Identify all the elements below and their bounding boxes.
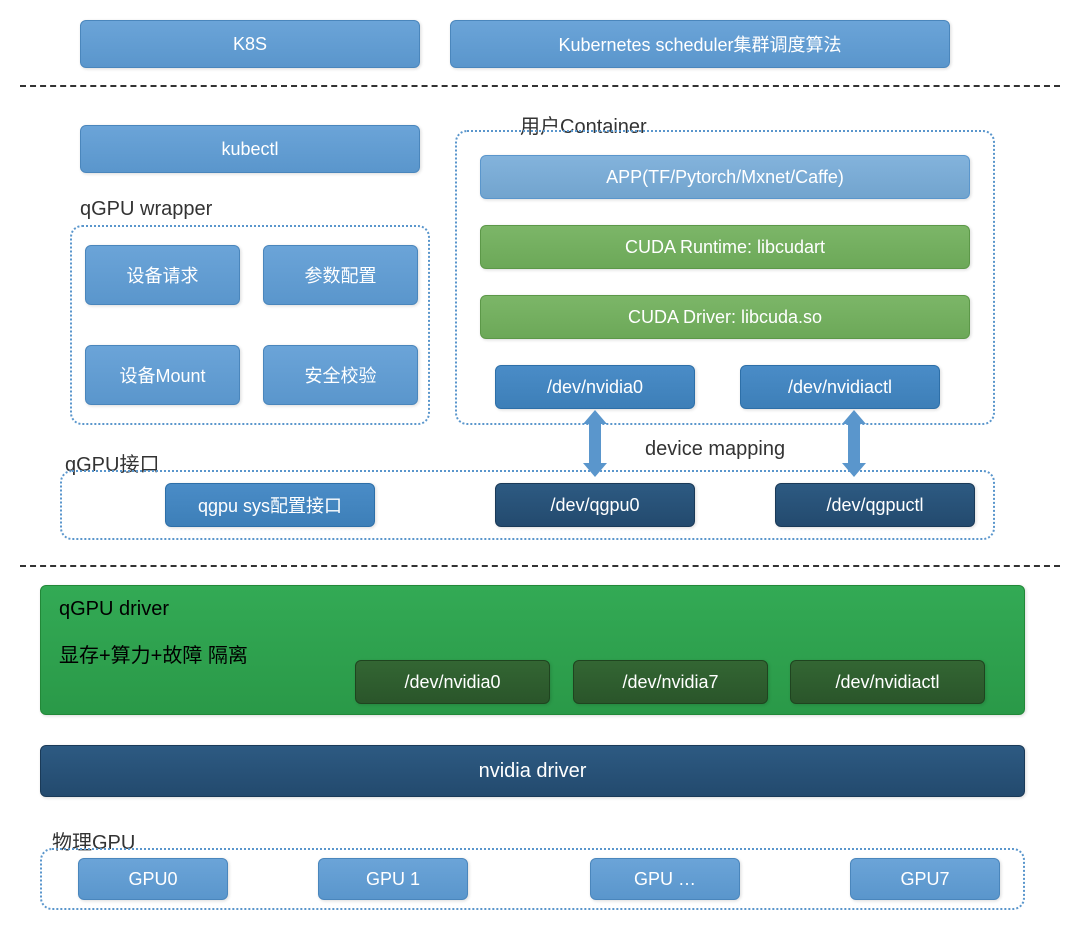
gpu-2: GPU … [590,858,740,900]
cuda-runtime-box: CUDA Runtime: libcudart [480,225,970,269]
arrow-2 [848,420,860,467]
nvidia-driver-label: nvidia driver [479,760,587,783]
k8s-box: K8S [80,20,420,68]
gpu-0: GPU0 [78,858,228,900]
gpu-3: GPU7 [850,858,1000,900]
dev-qgpuctl-label: /dev/qgpuctl [826,495,923,516]
wrapper-box-0: 设备请求 [85,245,240,305]
arrow-1 [589,420,601,467]
gpu-3-label: GPU7 [900,869,949,890]
dev-qgpu0-label: /dev/qgpu0 [550,495,639,516]
driver-dev-0: /dev/nvidia0 [355,660,550,704]
app-box: APP(TF/Pytorch/Mxnet/Caffe) [480,155,970,199]
driver-dev-2: /dev/nvidiactl [790,660,985,704]
driver-dev-2-label: /dev/nvidiactl [835,672,939,693]
gpu-1-label: GPU 1 [366,869,420,890]
dev-nvidiactl-box: /dev/nvidiactl [740,365,940,409]
wrapper-label-3: 安全校验 [305,362,377,388]
driver-dev-1-label: /dev/nvidia7 [622,672,718,693]
wrapper-box-2: 设备Mount [85,345,240,405]
device-mapping-label: device mapping [645,438,785,461]
wrapper-label-0: 设备请求 [127,262,199,288]
wrapper-label-1: 参数配置 [305,262,377,288]
k8s-label: K8S [233,34,267,55]
kubectl-label: kubectl [221,139,278,160]
nvidia-driver-box: nvidia driver [40,745,1025,797]
kubectl-box: kubectl [80,125,420,173]
gpu-1: GPU 1 [318,858,468,900]
sys-config-box: qgpu sys配置接口 [165,483,375,527]
wrapper-title: qGPU wrapper [80,198,212,221]
driver-dev-0-label: /dev/nvidia0 [404,672,500,693]
dev-qgpuctl-box: /dev/qgpuctl [775,483,975,527]
scheduler-label: Kubernetes scheduler集群调度算法 [558,31,841,57]
dev-nvidiactl-label: /dev/nvidiactl [788,377,892,398]
driver-dev-1: /dev/nvidia7 [573,660,768,704]
cuda-runtime-label: CUDA Runtime: libcudart [625,237,825,258]
scheduler-box: Kubernetes scheduler集群调度算法 [450,20,950,68]
dev-qgpu0-box: /dev/qgpu0 [495,483,695,527]
dev-nvidia0-label: /dev/nvidia0 [547,377,643,398]
app-label: APP(TF/Pytorch/Mxnet/Caffe) [606,167,844,188]
sys-config-label: qgpu sys配置接口 [198,492,342,518]
divider-2 [20,565,1060,567]
cuda-driver-box: CUDA Driver: libcuda.so [480,295,970,339]
gpu-0-label: GPU0 [128,869,177,890]
wrapper-box-1: 参数配置 [263,245,418,305]
cuda-driver-label: CUDA Driver: libcuda.so [628,307,822,328]
gpu-2-label: GPU … [634,869,696,890]
dev-nvidia0-box: /dev/nvidia0 [495,365,695,409]
wrapper-box-3: 安全校验 [263,345,418,405]
wrapper-label-2: 设备Mount [119,362,205,388]
qgpu-driver-title: qGPU driver [59,598,1006,621]
divider-1 [20,85,1060,87]
